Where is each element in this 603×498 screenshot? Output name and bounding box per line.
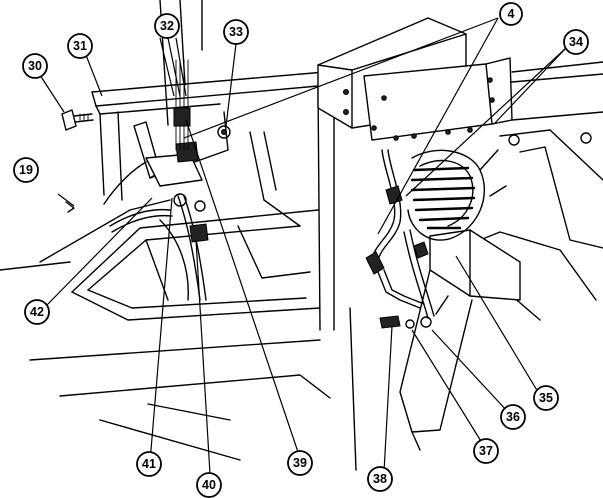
callout-38-label: 38 [373,472,387,486]
callout-4: 4 [499,2,523,26]
callout-32: 32 [154,13,180,39]
bolt-30 [61,109,94,131]
callout-33-label: 33 [229,25,243,39]
callout-30: 30 [22,53,48,79]
callout-4-label: 4 [508,7,515,21]
callout-35-label: 35 [539,391,553,405]
callout-41: 41 [136,451,162,477]
callout-42: 42 [24,299,50,325]
callout-31: 31 [67,33,93,59]
coiled-hose [407,149,507,241]
callout-32-label: 32 [160,19,174,33]
callout-39: 39 [287,450,313,476]
callout-33: 33 [223,19,249,45]
callout-19-label: 19 [19,163,33,177]
callout-36-label: 36 [506,410,520,424]
callout-37: 37 [473,438,499,464]
callout-39-label: 39 [293,456,307,470]
callout-38: 38 [367,466,393,492]
leader-lines [37,17,567,475]
center-bracket [103,59,231,301]
callout-31-label: 31 [73,39,87,53]
callout-34: 34 [563,29,589,55]
callout-36: 36 [500,404,526,430]
callout-37-label: 37 [479,444,493,458]
callout-30-label: 30 [28,59,42,73]
line-art [0,0,603,471]
callout-34-label: 34 [569,35,583,49]
callout-40: 40 [196,472,222,498]
callout-19: 19 [13,157,39,183]
callout-35: 35 [533,385,559,411]
wiring-harness [365,149,449,329]
arrow-19-tip [65,201,75,213]
callout-42-label: 42 [30,305,44,319]
callout-41-label: 41 [142,457,156,471]
callout-40-label: 40 [202,478,216,492]
